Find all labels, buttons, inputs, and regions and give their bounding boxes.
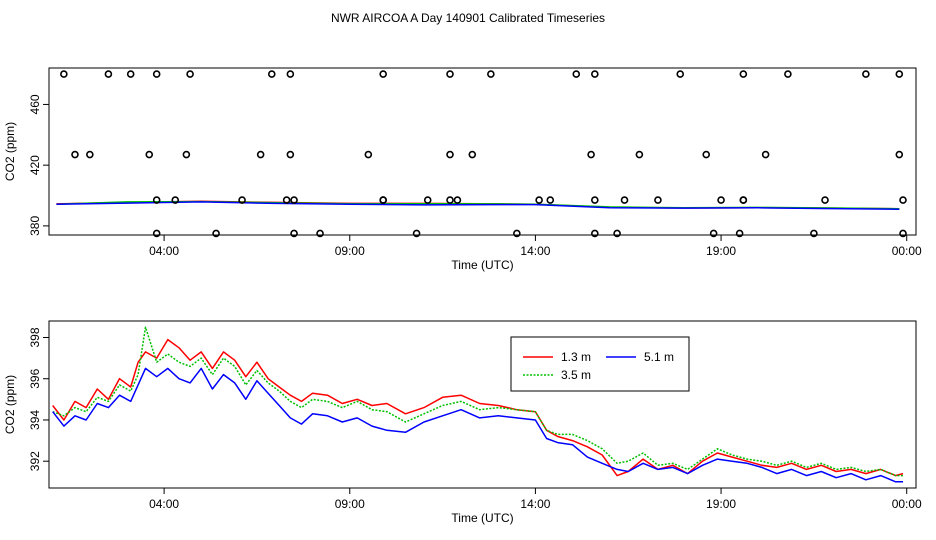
calibration-point xyxy=(286,150,295,159)
calibration-point xyxy=(86,150,94,159)
calibration-point xyxy=(676,70,685,78)
series-line-5-1-m xyxy=(52,367,903,483)
calibration-point xyxy=(739,196,748,204)
legend-label: 5.1 m xyxy=(644,350,674,364)
calibration-point xyxy=(591,70,599,78)
calibration-point xyxy=(895,150,904,159)
y-axis-label: CO2 (ppm) xyxy=(3,375,17,434)
calibration-point xyxy=(104,70,113,78)
calibration-point xyxy=(468,150,477,159)
x-axis-label: Time (UTC) xyxy=(451,258,513,272)
calibration-point xyxy=(145,150,154,159)
calibration-point xyxy=(572,70,581,78)
calibration-point xyxy=(316,229,324,238)
calibration-point xyxy=(702,150,711,159)
calibration-point xyxy=(379,196,387,204)
plot-frame xyxy=(48,320,917,489)
calibration-point xyxy=(761,150,770,159)
y-tick-label: 420 xyxy=(28,155,42,175)
x-tick-label: 04:00 xyxy=(149,244,179,258)
calibration-point xyxy=(152,70,161,78)
x-tick-label: 09:00 xyxy=(335,244,365,258)
x-tick-label: 19:00 xyxy=(706,244,736,258)
x-tick-label: 04:00 xyxy=(149,497,179,511)
calibration-point xyxy=(256,150,265,159)
x-tick-label: 19:00 xyxy=(706,497,736,511)
calibration-point xyxy=(290,196,298,204)
calibration-point xyxy=(453,196,462,204)
calibration-point xyxy=(635,150,644,159)
calibration-point xyxy=(379,70,387,78)
y-tick-label: 392 xyxy=(28,451,42,471)
calibration-point xyxy=(587,150,595,159)
calibration-point xyxy=(739,70,748,78)
calibration-point xyxy=(423,196,432,204)
y-axis-label: CO2 (ppm) xyxy=(3,122,17,181)
plot-frame xyxy=(48,67,917,236)
y-tick-label: 396 xyxy=(28,368,42,388)
calibration-point xyxy=(810,229,818,238)
calibration-point xyxy=(238,196,246,204)
calibration-point xyxy=(899,196,907,204)
calibration-point xyxy=(446,70,454,78)
calibration-point xyxy=(535,196,543,204)
chart-title: NWR AIRCOA A Day 140901 Calibrated Times… xyxy=(331,11,605,25)
x-tick-label: 14:00 xyxy=(520,497,550,511)
legend-box xyxy=(510,336,690,392)
calibration-point xyxy=(513,229,521,238)
calibration-point xyxy=(182,150,191,159)
calibration-point xyxy=(267,70,276,78)
calibration-point xyxy=(286,70,295,78)
calibration-point xyxy=(152,229,161,238)
calibration-point xyxy=(862,70,870,78)
calibration-point xyxy=(784,70,792,78)
calibration-point xyxy=(899,229,907,238)
series-line-3-5-m xyxy=(52,326,903,477)
calibration-point xyxy=(152,196,161,204)
calibration-point xyxy=(546,196,555,204)
calibration-point xyxy=(717,196,725,204)
calibration-point xyxy=(71,150,79,159)
calibration-point xyxy=(186,70,194,78)
series-line-1-3-m xyxy=(52,338,904,477)
calibration-point xyxy=(60,70,68,78)
y-tick-label: 394 xyxy=(28,410,42,430)
calibration-point xyxy=(895,70,904,78)
calibration-point xyxy=(212,229,220,238)
series-line-5-1-m xyxy=(56,201,900,210)
calibration-point xyxy=(412,229,421,238)
top-panel: 04:00 09:00 14:00 19:00 00:00 380 420 460 Time (… xyxy=(3,67,922,272)
calibration-point xyxy=(735,229,744,238)
x-tick-label: 00:00 xyxy=(892,244,922,258)
calibration-point xyxy=(126,70,135,78)
calibration-point xyxy=(591,229,599,238)
legend: 1.3 m 3.5 m 5.1 m xyxy=(510,336,690,392)
y-tick-label: 460 xyxy=(28,94,42,114)
calibration-point xyxy=(613,229,621,238)
calibration-point xyxy=(282,196,291,204)
x-tick-label: 00:00 xyxy=(892,497,922,511)
calibration-point xyxy=(446,150,454,159)
y-tick-label: 380 xyxy=(28,216,42,236)
calibration-point xyxy=(487,70,495,78)
y-tick-label: 398 xyxy=(28,327,42,347)
calibration-point xyxy=(364,150,373,159)
bottom-panel: 04:00 09:00 14:00 19:00 00:00 392 394 396 398 Tim… xyxy=(3,320,922,525)
x-tick-label: 09:00 xyxy=(335,497,365,511)
x-axis-label: Time (UTC) xyxy=(451,511,513,525)
calibration-point xyxy=(290,229,298,238)
calibration-point xyxy=(709,229,718,238)
x-tick-label: 14:00 xyxy=(520,244,550,258)
legend-label: 3.5 m xyxy=(561,368,591,382)
calibration-point xyxy=(171,196,180,204)
calibration-point xyxy=(446,196,454,204)
calibration-point xyxy=(654,196,662,204)
calibration-point xyxy=(591,196,599,204)
legend-label: 1.3 m xyxy=(561,350,591,364)
calibration-point xyxy=(821,196,829,204)
calibration-point xyxy=(620,196,629,204)
